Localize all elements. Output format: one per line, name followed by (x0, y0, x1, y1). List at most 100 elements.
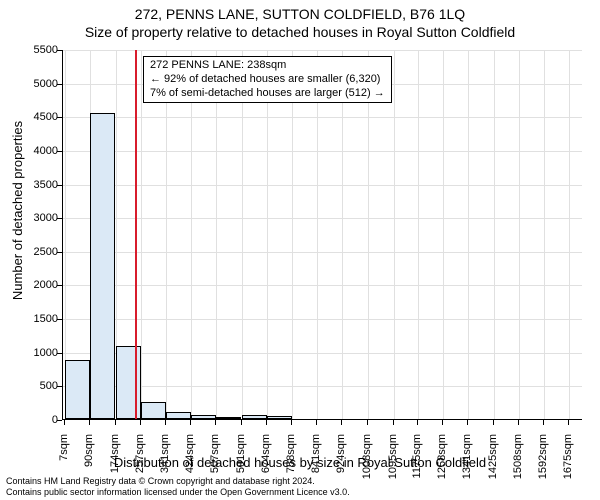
x-tick-mark (568, 420, 569, 425)
x-tick-mark (266, 420, 267, 425)
x-tick-label: 1095sqm (387, 434, 399, 484)
y-tick-mark (57, 84, 62, 85)
plot-area: 272 PENNS LANE: 238sqm← 92% of detached … (62, 50, 582, 420)
gridline-v (468, 50, 469, 419)
x-tick-label: 90sqm (83, 434, 95, 484)
y-tick-mark (57, 151, 62, 152)
x-tick-mark (241, 420, 242, 425)
x-tick-label: 674sqm (260, 434, 272, 484)
y-tick-mark (57, 386, 62, 387)
y-tick-label: 2500 (18, 246, 58, 258)
y-tick-label: 0 (18, 414, 58, 426)
y-tick-label: 1000 (18, 347, 58, 359)
x-tick-mark (518, 420, 519, 425)
gridline-v (216, 50, 217, 419)
histogram-bar (242, 415, 267, 419)
y-tick-mark (57, 185, 62, 186)
x-tick-label: 1175sqm (411, 434, 423, 484)
y-tick-mark (57, 285, 62, 286)
x-tick-mark (543, 420, 544, 425)
y-tick-mark (57, 117, 62, 118)
x-tick-mark (367, 420, 368, 425)
gridline-v (292, 50, 293, 419)
y-tick-mark (57, 252, 62, 253)
gridline-v (519, 50, 520, 419)
x-tick-mark (64, 420, 65, 425)
x-tick-mark (393, 420, 394, 425)
x-tick-mark (215, 420, 216, 425)
x-tick-label: 507sqm (209, 434, 221, 484)
gridline-v (418, 50, 419, 419)
x-tick-label: 257sqm (134, 434, 146, 484)
x-tick-label: 341sqm (159, 434, 171, 484)
gridline-v (569, 50, 570, 419)
gridline-v (242, 50, 243, 419)
x-tick-mark (316, 420, 317, 425)
y-tick-label: 4000 (18, 145, 58, 157)
y-tick-mark (57, 218, 62, 219)
y-tick-label: 1500 (18, 313, 58, 325)
gridline-v (544, 50, 545, 419)
x-tick-mark (115, 420, 116, 425)
histogram-bar (216, 417, 241, 419)
x-tick-mark (89, 420, 90, 425)
footer-line2: Contains public sector information licen… (6, 487, 350, 498)
histogram-bar (166, 412, 191, 419)
y-tick-mark (57, 353, 62, 354)
x-tick-label: 7sqm (58, 434, 70, 484)
x-tick-label: 424sqm (184, 434, 196, 484)
x-tick-label: 1341sqm (461, 434, 473, 484)
y-tick-label: 4500 (18, 111, 58, 123)
gridline-v (317, 50, 318, 419)
y-tick-label: 500 (18, 380, 58, 392)
histogram-bar (65, 360, 90, 419)
y-tick-mark (57, 319, 62, 320)
x-tick-label: 174sqm (109, 434, 121, 484)
y-tick-label: 3000 (18, 212, 58, 224)
histogram-bar (267, 416, 292, 419)
histogram-bar (191, 415, 216, 419)
gridline-v (141, 50, 142, 419)
gridline-v (191, 50, 192, 419)
x-tick-mark (190, 420, 191, 425)
x-tick-mark (291, 420, 292, 425)
x-tick-label: 1258sqm (436, 434, 448, 484)
y-tick-label: 2000 (18, 279, 58, 291)
x-tick-mark (493, 420, 494, 425)
chart-title-line1: 272, PENNS LANE, SUTTON COLDFIELD, B76 1… (0, 6, 600, 22)
gridline-v (166, 50, 167, 419)
chart-title-line2: Size of property relative to detached ho… (0, 24, 600, 40)
x-tick-label: 924sqm (335, 434, 347, 484)
y-tick-mark (57, 50, 62, 51)
x-tick-label: 1425sqm (487, 434, 499, 484)
y-tick-label: 5500 (18, 44, 58, 56)
annotation-line3: 7% of semi-detached houses are larger (5… (150, 87, 385, 101)
x-tick-mark (417, 420, 418, 425)
x-tick-mark (467, 420, 468, 425)
histogram-bar (141, 402, 166, 419)
x-tick-label: 1675sqm (562, 434, 574, 484)
gridline-v (494, 50, 495, 419)
marker-line (135, 50, 137, 419)
x-tick-label: 1508sqm (512, 434, 524, 484)
x-tick-mark (140, 420, 141, 425)
gridline-v (342, 50, 343, 419)
x-tick-label: 591sqm (235, 434, 247, 484)
x-tick-label: 841sqm (310, 434, 322, 484)
y-tick-label: 3500 (18, 179, 58, 191)
x-tick-mark (165, 420, 166, 425)
y-tick-mark (57, 420, 62, 421)
x-tick-label: 1008sqm (361, 434, 373, 484)
gridline-v (443, 50, 444, 419)
annotation-line2: ← 92% of detached houses are smaller (6,… (150, 73, 385, 87)
x-tick-mark (341, 420, 342, 425)
x-tick-mark (442, 420, 443, 425)
gridline-v (368, 50, 369, 419)
x-tick-label: 1592sqm (537, 434, 549, 484)
gridline-v (394, 50, 395, 419)
chart-container: 272, PENNS LANE, SUTTON COLDFIELD, B76 1… (0, 0, 600, 500)
gridline-v (267, 50, 268, 419)
histogram-bar (90, 113, 115, 419)
annotation-box: 272 PENNS LANE: 238sqm← 92% of detached … (143, 56, 392, 103)
annotation-line1: 272 PENNS LANE: 238sqm (150, 59, 385, 73)
